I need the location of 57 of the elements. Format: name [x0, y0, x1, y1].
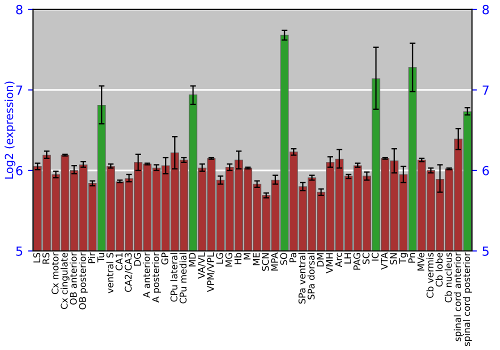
x-tick-label: LG	[216, 253, 224, 264]
x-tick-label: LH	[344, 253, 352, 264]
y2-tick-label: 6	[482, 166, 489, 176]
x-tick-label: VPM/VPL	[207, 252, 215, 292]
x-tick-label: ventral S	[106, 252, 114, 294]
x-tick-label: VMH	[326, 253, 333, 274]
x-tick-label: IC	[372, 252, 379, 261]
x-tick-label: CA1	[116, 253, 123, 270]
x-tick-label: Cx motor	[52, 252, 59, 294]
y-tick-label: 5	[16, 246, 22, 256]
x-tick-label: SO	[280, 252, 288, 265]
x-tick-label: SPa dorsal	[308, 253, 315, 300]
x-tick-label: RS	[42, 252, 50, 264]
x-tick-label: Arc	[335, 252, 342, 268]
x-tick-label: MVe	[418, 252, 424, 271]
y2-tick-label: 7	[482, 86, 489, 95]
x-tick-label: A posterior	[152, 252, 161, 303]
x-tick-label: spinal cord posterior	[462, 252, 472, 346]
x-tick-label: MPA	[271, 252, 278, 271]
x-tick-label: VA/VL	[198, 252, 206, 279]
x-tick-label: Pa	[290, 253, 296, 262]
x-tick-label: Cb vermis	[426, 252, 434, 298]
x-tick-label: spinal cord anterior	[454, 252, 463, 342]
x-tick-label: CA2/CA3	[124, 253, 132, 292]
y2-tick-label: 8	[482, 4, 489, 14]
y-axis-title: Log2 (expression)	[4, 82, 16, 179]
y-tick-label: 6	[16, 166, 22, 176]
x-tick-label: M	[244, 253, 250, 260]
x-tick-label: A anterior	[142, 252, 150, 298]
x-tick-label: DM	[316, 253, 324, 266]
x-tick-label: Pn	[408, 253, 416, 263]
y-tick-label: 8	[16, 4, 22, 14]
x-tick-label: VTA	[380, 252, 388, 270]
x-tick-label: Tg	[399, 253, 408, 264]
x-tick-label: SPa ventral	[298, 253, 306, 304]
x-tick-label: Cx cingulate	[60, 252, 70, 309]
x-tick-label: Cb lobe	[436, 252, 443, 287]
x-tick-label: CPu medial	[179, 253, 187, 304]
y2-tick-label: 5	[482, 246, 489, 256]
x-tick-label: MG	[225, 253, 232, 266]
x-tick-label: Tu	[97, 253, 104, 262]
x-tick-label: SCN	[262, 253, 269, 271]
x-tick-label: GP	[161, 252, 168, 264]
x-tick-label: SN	[390, 253, 397, 264]
y-tick-label: 7	[16, 86, 22, 95]
x-tick-label: LS	[33, 252, 40, 262]
x-tick-label: PAG	[353, 253, 360, 270]
x-tick-label: DG	[134, 253, 141, 266]
x-tick-label: OB anterior	[70, 252, 77, 305]
x-tick-label: Pir	[88, 252, 95, 264]
x-tick-label: MD	[188, 252, 196, 266]
x-tick-label: Cb nucleus	[444, 252, 452, 302]
x-tick-label: OB posterior	[78, 252, 88, 310]
x-tick-label: SC	[362, 252, 370, 264]
x-tick-label: CPu lateral	[170, 253, 178, 302]
x-tick-label: Hb	[234, 252, 242, 264]
x-tick-label: ME	[252, 252, 260, 266]
